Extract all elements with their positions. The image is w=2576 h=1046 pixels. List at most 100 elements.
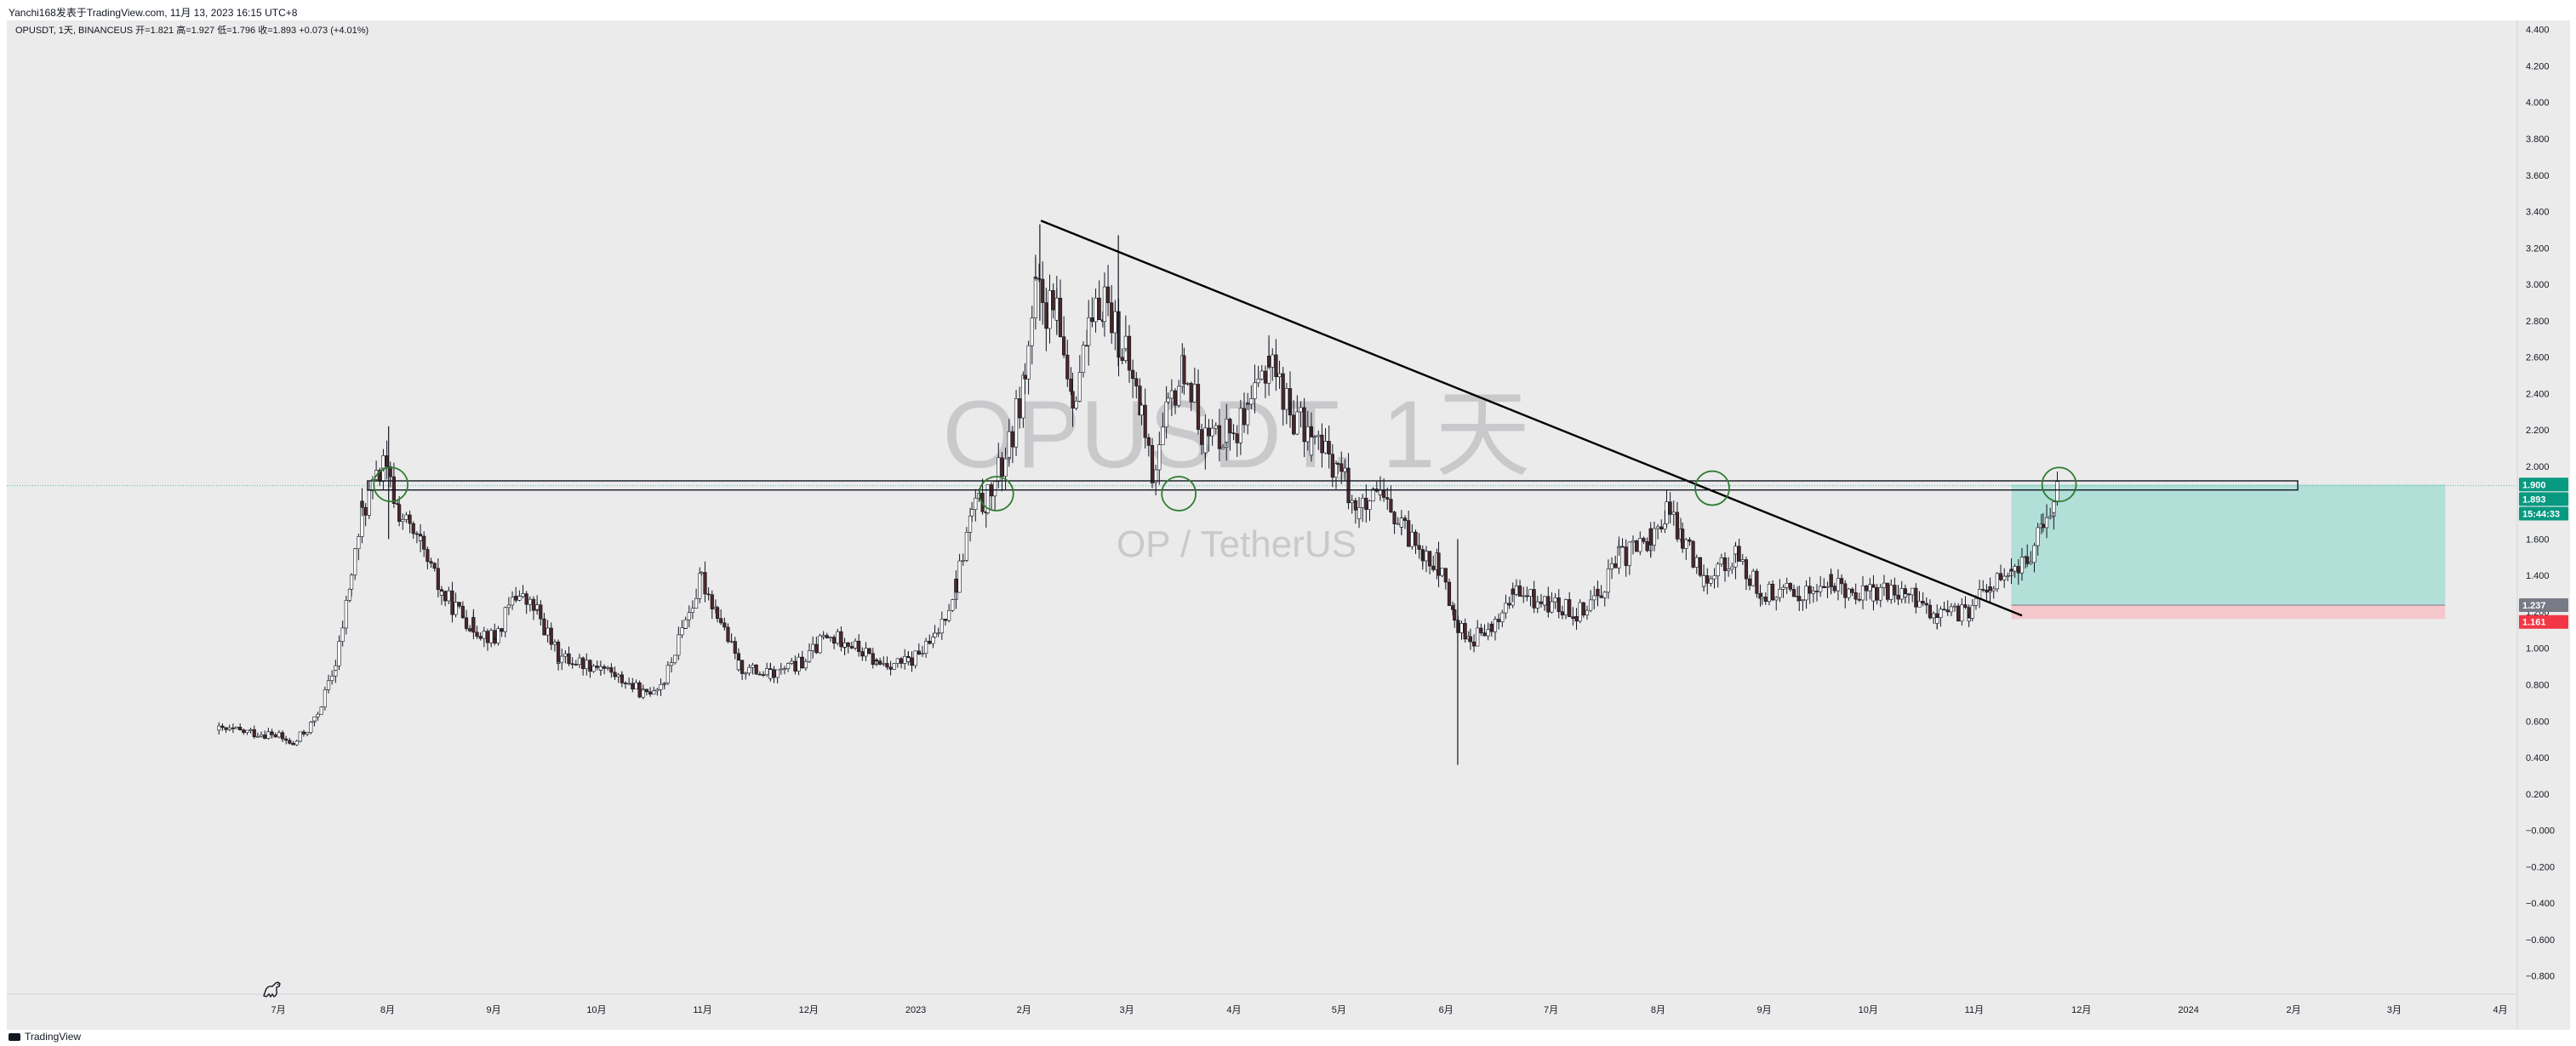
candle-body (347, 588, 352, 601)
dinosaur-icon[interactable] (263, 981, 281, 998)
candle-body (775, 669, 780, 678)
candle-body (1479, 627, 1483, 633)
price-axis[interactable]: 4.400 4.200 4.000 3.800 3.600 3.400 3.200 3.000… (2516, 20, 2568, 1030)
candle-body (404, 514, 408, 520)
candle-body (1353, 500, 1357, 511)
candle-body (853, 640, 858, 649)
candle-body (1751, 570, 1756, 586)
resistance-band[interactable] (367, 480, 2299, 491)
candle-body (422, 535, 426, 550)
candle-body (1003, 458, 1008, 477)
candle-body (700, 572, 704, 574)
candle-body (500, 628, 504, 632)
candle-body (1592, 595, 1596, 601)
time-axis[interactable]: 7月 8月 9月 10月 11月 12月 2023 2月 3月 4月 5月 6月 7月 8月 9月 10月 11… (7, 993, 2517, 1015)
candle-body (1785, 583, 1789, 588)
candle-body (1166, 397, 1170, 403)
loss-zone[interactable] (2011, 605, 2446, 620)
candle-body (1357, 507, 1362, 519)
candle-body (719, 618, 723, 624)
candle-body (1995, 573, 1999, 590)
candle-body (906, 657, 911, 662)
candle-body (1065, 354, 1070, 380)
drawings[interactable] (367, 220, 2299, 617)
candle-body (1556, 597, 1561, 613)
touch-circle[interactable] (1694, 470, 1730, 506)
price-label-box (2519, 492, 2568, 506)
candle-body (736, 660, 741, 671)
candle-body (1652, 528, 1657, 546)
candle-body (703, 572, 707, 595)
candle-body (2006, 575, 2010, 577)
candle-body (1214, 425, 1218, 429)
candle-body (2029, 562, 2033, 564)
candle-body (733, 641, 737, 654)
candle-body (1574, 616, 1579, 622)
candle-body (475, 632, 479, 637)
candle-body (1071, 391, 1075, 409)
legend-line: OPUSDT, 1天, BINANCEUS 开=1.821 高=1.927 低=… (15, 24, 368, 36)
descending-trendline[interactable] (1040, 220, 2023, 617)
candle-body (2002, 575, 2007, 580)
candle-body (340, 627, 345, 642)
candlestick-chart[interactable]: OPUSDT, 1天 OP / TetherUS 4.4004.2004.000… (7, 20, 2570, 1030)
candle-body (1865, 586, 1869, 592)
candle-body (460, 605, 465, 619)
candle-body (772, 669, 776, 678)
candle-body (1305, 426, 1310, 443)
touch-circle[interactable] (2041, 466, 2077, 503)
candle-body (793, 660, 797, 672)
candle-body (1709, 578, 1713, 584)
price-label-box (2519, 614, 2568, 629)
tradingview-logo[interactable]: TradingView (9, 1031, 81, 1043)
candle-body (1364, 497, 1368, 510)
candle-body (353, 548, 357, 575)
candle-body (231, 727, 235, 729)
candle-body (669, 662, 674, 666)
profit-zone[interactable] (2011, 484, 2446, 606)
time-tick-label: 2024 (2178, 1005, 2198, 1015)
candle-body (885, 663, 889, 668)
candle-body (1235, 433, 1239, 443)
candle-body (2041, 523, 2046, 529)
candle-body (1606, 569, 1611, 593)
candle-body (627, 683, 631, 685)
candle-body (1110, 302, 1114, 334)
candle-body (439, 591, 444, 596)
candle-body (1143, 404, 1147, 438)
candle-body (227, 727, 231, 730)
candle-body (349, 574, 354, 590)
candle-body (1659, 526, 1664, 529)
candle-body (288, 740, 292, 744)
touch-circle[interactable] (978, 476, 1014, 512)
candle-body (602, 666, 607, 669)
candle-body (1327, 441, 1331, 455)
candle-body (1638, 538, 1642, 552)
candle-body (1242, 408, 1247, 426)
candle-body (1154, 469, 1158, 483)
candle-body (217, 725, 221, 731)
candle-body (1189, 383, 1193, 403)
candle-body (478, 636, 483, 639)
touch-circle[interactable] (1161, 476, 1197, 512)
position-zones[interactable] (2011, 484, 2446, 620)
candle-body (655, 689, 660, 692)
candle-body (1069, 379, 1073, 392)
candle-body (1921, 601, 1925, 604)
candle-body (1288, 411, 1293, 415)
candle-body (836, 631, 840, 644)
price-tick-label: 3.400 (2526, 208, 2550, 218)
candle-body (1774, 597, 1779, 601)
candle-body (1246, 403, 1250, 405)
candle-body (1942, 609, 1946, 611)
candle-body (291, 743, 295, 746)
candle-body (1468, 636, 1472, 643)
candle-body (1317, 434, 1321, 437)
touch-circle[interactable] (373, 466, 409, 503)
price-tick-label: 0.200 (2526, 790, 2550, 800)
footer (0, 1030, 2576, 1046)
candle-body (277, 732, 281, 738)
price-tick-label: −0.000 (2526, 826, 2555, 837)
candle-body (598, 666, 603, 671)
candle-body (1323, 441, 1328, 454)
